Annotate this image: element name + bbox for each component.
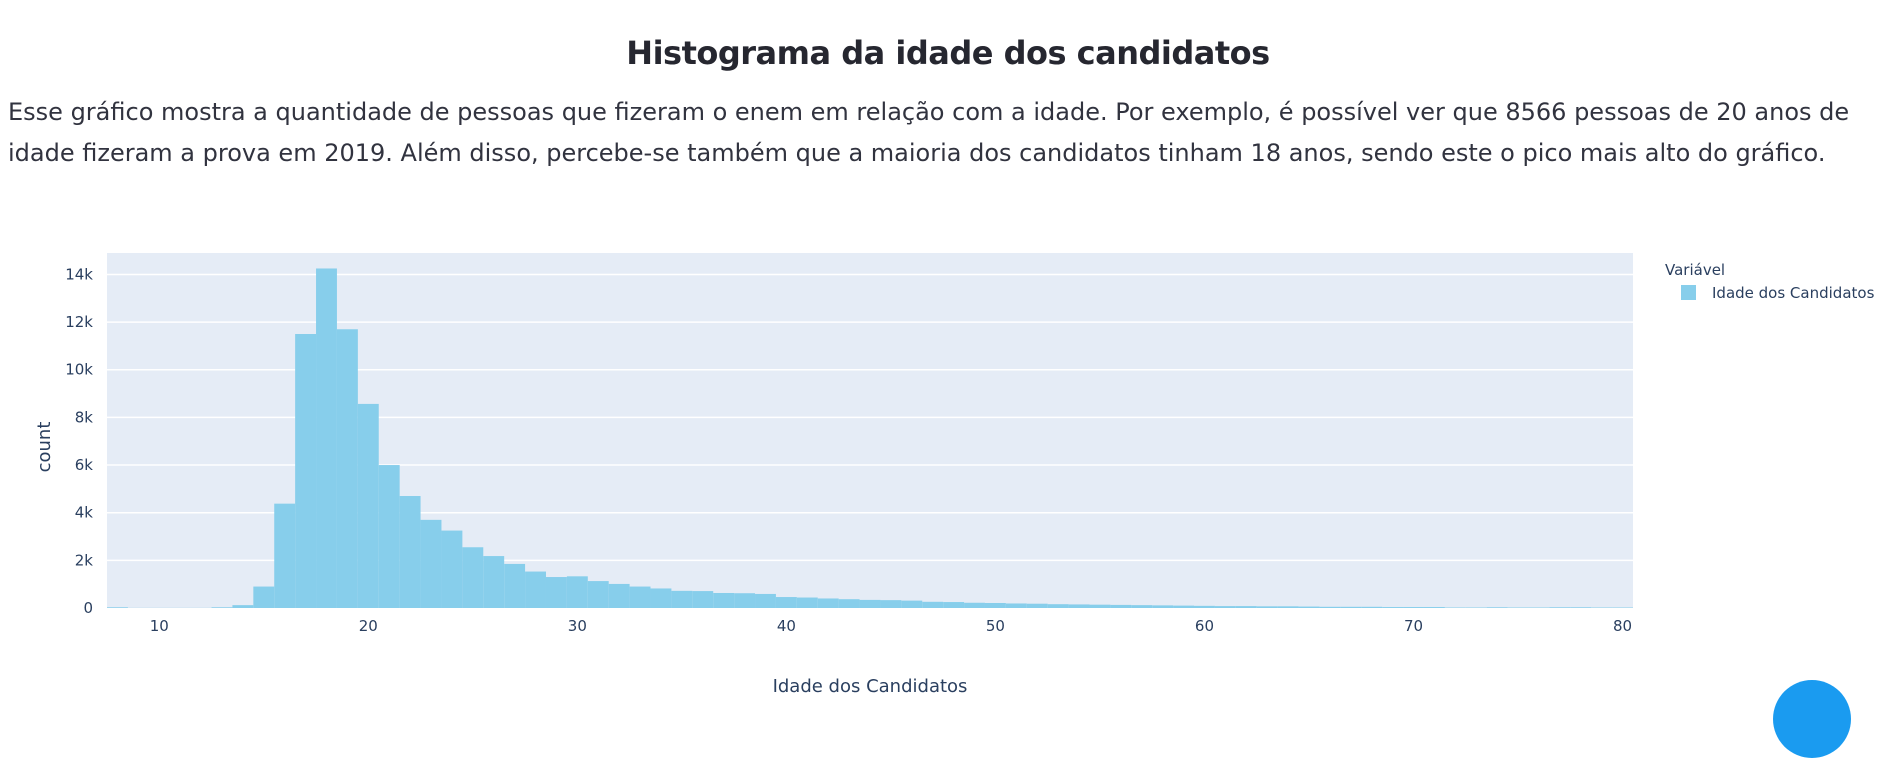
histogram-bar[interactable] [985,603,1006,608]
histogram-bar[interactable] [483,556,504,608]
x-axis-label: Idade dos Candidatos [773,676,968,697]
histogram-bar[interactable] [400,496,421,608]
histogram-bar[interactable] [358,404,379,608]
histogram-bar[interactable] [797,598,818,608]
histogram-bar[interactable] [1570,607,1591,608]
histogram-bar[interactable] [232,605,253,608]
histogram-bar[interactable] [1403,607,1424,608]
histogram-bar[interactable] [1299,607,1320,608]
x-tick-label: 10 [150,617,169,635]
histogram-bar[interactable] [818,598,839,608]
y-tick-label: 0 [83,599,93,617]
histogram-bar[interactable] [107,607,128,608]
histogram-bar[interactable] [1027,604,1048,608]
histogram-bar[interactable] [839,599,860,608]
histogram-bar[interactable] [1131,605,1152,608]
histogram-bar[interactable] [1048,604,1069,608]
histogram-bar[interactable] [379,465,400,608]
y-axis-ticks: 0 2k 4k 6k 8k 10k 12k 14k [65,265,93,617]
x-tick-label: 40 [777,617,796,635]
legend-item-label[interactable]: Idade dos Candidatos [1712,284,1875,302]
histogram-bar[interactable] [1006,603,1027,608]
histogram-bar[interactable] [212,607,233,608]
chart-description: Esse gráfico mostra a quantidade de pess… [8,92,1888,174]
histogram-bar[interactable] [1549,607,1570,608]
histogram-bar[interactable] [1361,607,1382,608]
histogram-bar[interactable] [295,334,316,608]
x-tick-label: 20 [359,617,378,635]
histogram-bar[interactable] [1110,605,1131,608]
histogram-bar[interactable] [713,593,734,608]
y-tick-label: 14k [65,265,93,283]
histogram-bar[interactable] [880,600,901,608]
histogram-bar[interactable] [1152,605,1173,608]
histogram-bar[interactable] [337,329,358,608]
histogram-bar[interactable] [651,588,672,608]
histogram-bar[interactable] [671,591,692,608]
histogram-bar[interactable] [253,587,274,608]
histogram-bar[interactable] [1257,606,1278,608]
x-axis-ticks: 10 20 30 40 50 60 70 80 [150,617,1632,635]
y-tick-label: 8k [75,408,94,426]
floating-action-button[interactable] [1773,680,1851,758]
histogram-bar[interactable] [1215,606,1236,608]
histogram-bar[interactable] [964,603,985,608]
histogram-chart: 0 2k 4k 6k 8k 10k 12k 14k 10 20 30 40 50 60 70 80 Idad… [0,235,1896,707]
histogram-bar[interactable] [567,576,588,608]
histogram-bar[interactable] [755,594,776,608]
histogram-bar[interactable] [609,584,630,608]
histogram-bar[interactable] [441,531,462,608]
histogram-bar[interactable] [1069,604,1090,608]
histogram-bar[interactable] [1194,606,1215,608]
histogram-bar[interactable] [1424,607,1445,608]
histogram-bar[interactable] [421,520,442,608]
histogram-bar[interactable] [588,581,609,608]
histogram-bar[interactable] [1319,607,1340,608]
histogram-bar[interactable] [546,577,567,608]
x-tick-label: 70 [1404,617,1423,635]
legend-item-swatch[interactable] [1681,285,1696,300]
histogram-bar[interactable] [462,547,483,608]
histogram-bar[interactable] [1382,607,1403,608]
legend: Variável Idade dos Candidatos [1665,261,1875,302]
histogram-bar[interactable] [901,601,922,608]
histogram-bar[interactable] [525,572,546,608]
histogram-bar[interactable] [776,597,797,608]
histogram-bar[interactable] [1487,607,1508,608]
y-tick-label: 10k [65,361,93,379]
histogram-bar[interactable] [1089,605,1110,608]
histogram-bar[interactable] [1236,606,1257,608]
histogram-bar[interactable] [943,602,964,608]
y-tick-label: 4k [75,504,94,522]
histogram-bar[interactable] [1340,607,1361,608]
x-tick-label: 50 [986,617,1005,635]
x-tick-label: 60 [1195,617,1214,635]
y-tick-label: 6k [75,456,94,474]
legend-title: Variável [1665,261,1725,279]
histogram-bar[interactable] [692,591,713,608]
histogram-bar[interactable] [274,504,295,608]
histogram-bar[interactable] [1278,606,1299,608]
x-tick-label: 80 [1613,617,1632,635]
y-tick-label: 2k [75,551,94,569]
histogram-bar[interactable] [504,564,525,608]
histogram-bar[interactable] [860,600,881,608]
y-axis-label: count [34,422,55,473]
histogram-bar[interactable] [630,587,651,608]
y-tick-label: 12k [65,313,93,331]
histogram-bar[interactable] [1173,606,1194,608]
page-title: Histograma da idade dos candidatos [0,34,1896,72]
histogram-bar[interactable] [734,593,755,608]
x-tick-label: 30 [568,617,587,635]
histogram-bar[interactable] [922,602,943,608]
histogram-bar[interactable] [316,268,337,608]
